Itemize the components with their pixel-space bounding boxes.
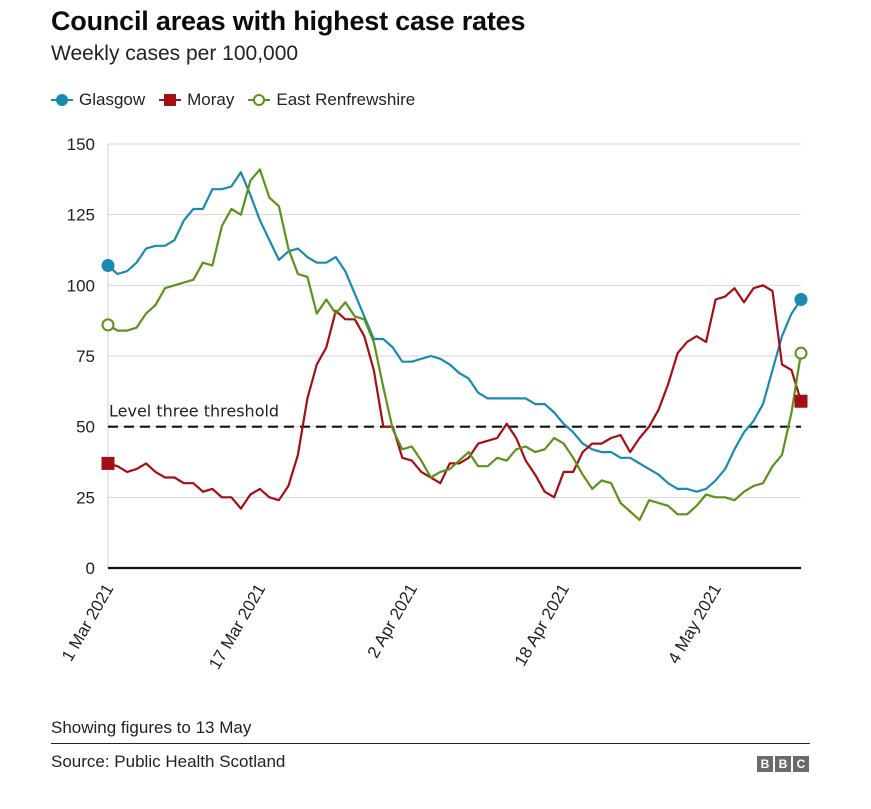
- footer-divider: [51, 743, 810, 744]
- chart-title: Council areas with highest case rates: [51, 6, 526, 36]
- y-tick-label: 0: [86, 559, 95, 578]
- legend-item-glasgow: Glasgow: [51, 90, 145, 110]
- y-tick-label: 75: [76, 347, 95, 366]
- start-marker-moray: [101, 456, 115, 470]
- legend: Glasgow Moray East Renfrewshire: [51, 90, 429, 110]
- end-marker-glasgow: [794, 292, 808, 306]
- legend-item-east-renfrewshire: East Renfrewshire: [248, 90, 415, 110]
- logo-letter: B: [775, 756, 791, 772]
- legend-label: Glasgow: [79, 90, 146, 109]
- footnote: Showing figures to 13 May: [51, 718, 252, 737]
- y-tick-label: 125: [67, 206, 95, 225]
- series-line-glasgow: [107, 171, 802, 493]
- chart-subtitle: Weekly cases per 100,000: [51, 42, 299, 65]
- source-note: Source: Public Health Scotland: [51, 752, 286, 771]
- y-tick-label: 150: [67, 135, 95, 154]
- open-circle-marker-icon: [248, 94, 271, 106]
- legend-label: East Renfrewshire: [276, 90, 416, 109]
- logo-letter: C: [793, 756, 809, 772]
- y-tick-label: 50: [76, 418, 95, 437]
- x-tick-label: 17 Mar 2021: [205, 581, 269, 673]
- legend-item-moray: Moray: [159, 90, 234, 110]
- bbc-logo: B B C: [755, 756, 809, 772]
- series-line-moray: [107, 284, 803, 510]
- y-tick-label: 25: [76, 488, 95, 507]
- square-marker-icon: [159, 94, 182, 106]
- threshold-label: Level three threshold: [109, 402, 279, 421]
- x-tick-label: 2 Apr 2021: [364, 581, 422, 662]
- end-marker-east-renfrewshire: [794, 346, 808, 360]
- start-marker-east-renfrewshire: [101, 318, 115, 332]
- end-marker-moray: [794, 394, 808, 408]
- x-tick-label: 1 Mar 2021: [58, 581, 117, 665]
- y-tick-label: 100: [67, 276, 95, 295]
- circle-marker-icon: [51, 94, 73, 106]
- legend-label: Moray: [187, 90, 235, 109]
- x-tick-label: 18 Apr 2021: [511, 581, 573, 670]
- series-line-east-renfrewshire: [107, 168, 803, 522]
- x-tick-label: 4 May 2021: [664, 581, 725, 667]
- start-marker-glasgow: [101, 259, 115, 273]
- logo-letter: B: [757, 756, 773, 772]
